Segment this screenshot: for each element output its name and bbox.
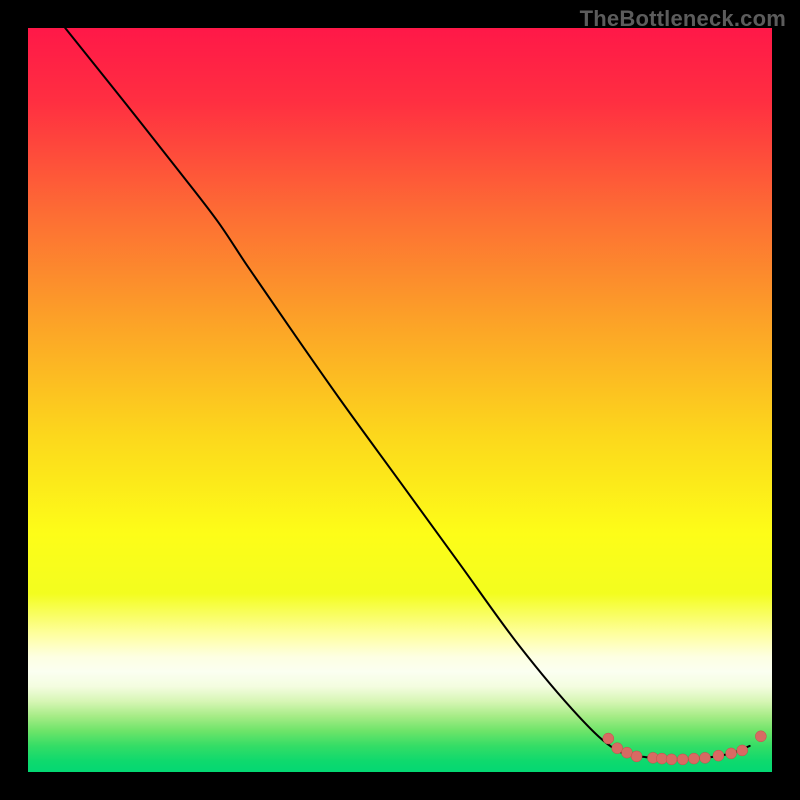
- plot-svg: [28, 28, 772, 772]
- marker-point: [656, 753, 667, 764]
- marker-point: [688, 753, 699, 764]
- marker-point: [666, 754, 677, 765]
- marker-point: [700, 752, 711, 763]
- marker-point: [603, 733, 614, 744]
- marker-point: [621, 747, 632, 758]
- marker-point: [612, 743, 623, 754]
- chart-canvas: TheBottleneck.com: [0, 0, 800, 800]
- marker-point: [737, 745, 748, 756]
- marker-point: [677, 754, 688, 765]
- marker-point: [755, 731, 766, 742]
- marker-point: [726, 748, 737, 759]
- marker-point: [631, 751, 642, 762]
- plot-area: [28, 28, 772, 772]
- gradient-background: [28, 28, 772, 772]
- marker-point: [713, 750, 724, 761]
